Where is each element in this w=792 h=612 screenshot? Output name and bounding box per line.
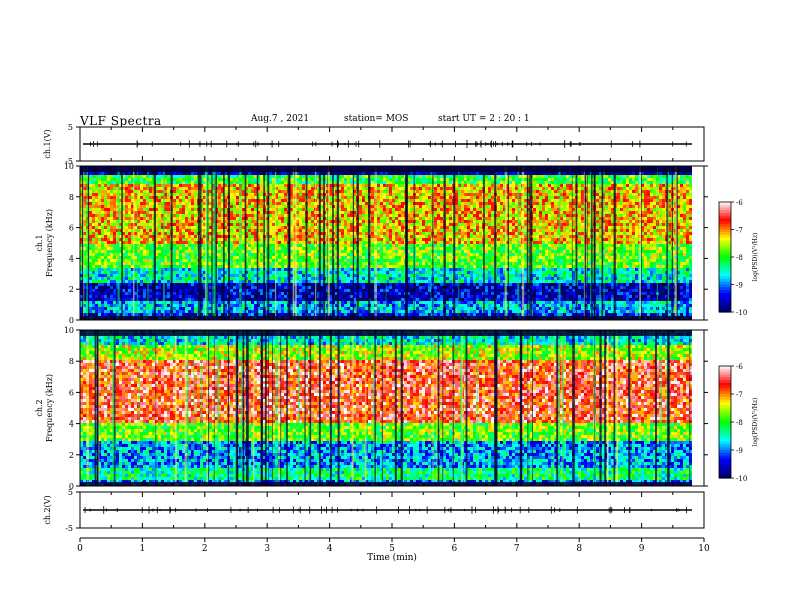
ch1-spectrogram-ytick: 0 <box>69 316 74 325</box>
ch2-spectrogram-channel-label: ch.2 <box>35 399 44 416</box>
ch2-spectrogram-ytick: 10 <box>64 326 74 335</box>
ch2-spectrogram-ylabel: Frequency (kHz) <box>45 374 54 442</box>
x-tick-label: 2 <box>202 544 208 554</box>
x-tick-label: 0 <box>77 544 83 554</box>
x-tick-label: 6 <box>452 544 458 554</box>
station-label: station= MOS <box>344 114 408 124</box>
ch1-spectrogram-ytick: 8 <box>69 193 74 202</box>
ch2-spectrogram-ytick: 6 <box>69 388 74 397</box>
x-tick-label: 9 <box>639 544 645 554</box>
ch2-spectrogram-colorbar-tick: -6 <box>736 363 743 371</box>
ch1-spectrogram-ytick: 10 <box>64 162 74 171</box>
ch2-spectrogram-ytick: 8 <box>69 357 74 366</box>
ch1-spectrogram-colorbar-tick: -10 <box>736 309 747 317</box>
ch1-waveform-panel: 5 -5 ch.1(V) <box>43 123 705 166</box>
x-tick-label: 1 <box>140 544 146 554</box>
ch1-spectrogram-colorbar-tick: -9 <box>736 282 743 290</box>
ch2-spectrogram-colorbar: -6 -7 -8 -9 -10 log(PSD)(V²/Hz) <box>718 363 759 483</box>
ch2-spectrogram-ytick: 2 <box>69 451 74 460</box>
ch2-spectrogram-ytick: 4 <box>69 420 74 429</box>
ch2-spectrogram-panel: 0 2 4 6 8 10 ch.2 Frequency (kHz) -6 -7 -8 -9 -10 log… <box>35 326 759 491</box>
ch1-spectrogram-ylabel: Frequency (kHz) <box>45 209 54 277</box>
ch1-spectrogram-colorbar: -6 -7 -8 -9 -10 log(PSD)(V²/Hz) <box>718 199 759 317</box>
ch1-spectrogram-ytick: 4 <box>69 254 74 263</box>
ch1-waveform-ytick: 5 <box>68 123 73 132</box>
ch2-spectrogram-colorbar-tick: -10 <box>736 475 747 483</box>
ch2-spectrogram-colorbar-tick: -9 <box>736 447 743 455</box>
x-tick-label: 7 <box>514 544 520 554</box>
ch2-spectrogram-image <box>80 330 704 486</box>
ch2-spectrogram-colorbar-tick: -7 <box>736 391 743 399</box>
date-label: Aug.7 , 2021 <box>251 114 309 124</box>
ch1-spectrogram-panel: 0 2 4 6 8 10 ch.1 Frequency (kHz) -6 -7 -8 -9 -10 log… <box>35 162 759 325</box>
ch2-spectrogram-colorbar-tick: -8 <box>736 419 743 427</box>
x-axis-label: Time (min) <box>367 552 417 563</box>
x-tick-label: 5 <box>389 544 395 554</box>
ch2-waveform-panel: 5 -5 ch.2(V) <box>43 488 705 533</box>
ch1-waveform-ytick: -5 <box>65 157 73 166</box>
ch1-spectrogram-ytick: 6 <box>69 224 74 233</box>
ch1-spectrogram-colorbar-tick: -8 <box>736 254 743 262</box>
x-axis: 0 1 2 3 4 5 6 7 8 9 10 Time (min) <box>77 537 710 563</box>
ch1-spectrogram-channel-label: ch.1 <box>35 234 44 251</box>
ch1-spectrogram-colorbar-tick: -6 <box>736 199 743 207</box>
chart-title: VLF Spectra <box>80 114 162 128</box>
ch2-spectrogram-ytick: 0 <box>69 482 74 491</box>
ch1-spectrogram-image <box>80 166 704 320</box>
ch1-spectrogram-colorbar-tick: -7 <box>736 227 743 235</box>
ch2-waveform-ylabel: ch.2(V) <box>43 495 52 524</box>
ch1-spectrogram-ytick: 2 <box>69 285 74 294</box>
ch1-waveform-ylabel: ch.1(V) <box>43 129 52 158</box>
ch2-waveform-ytick: 5 <box>68 488 73 497</box>
x-tick-label: 8 <box>576 544 582 554</box>
x-tick-label: 3 <box>264 544 270 554</box>
ch1-spectrogram-colorbar-label: log(PSD)(V²/Hz) <box>752 233 759 282</box>
ch2-waveform-ytick: -5 <box>65 524 73 533</box>
start-time-label: start UT = 2 : 20 : 1 <box>438 114 530 124</box>
ch2-spectrogram-colorbar-label: log(PSD)(V²/Hz) <box>752 398 759 447</box>
x-tick-label: 10 <box>698 544 710 554</box>
x-tick-label: 4 <box>327 544 333 554</box>
